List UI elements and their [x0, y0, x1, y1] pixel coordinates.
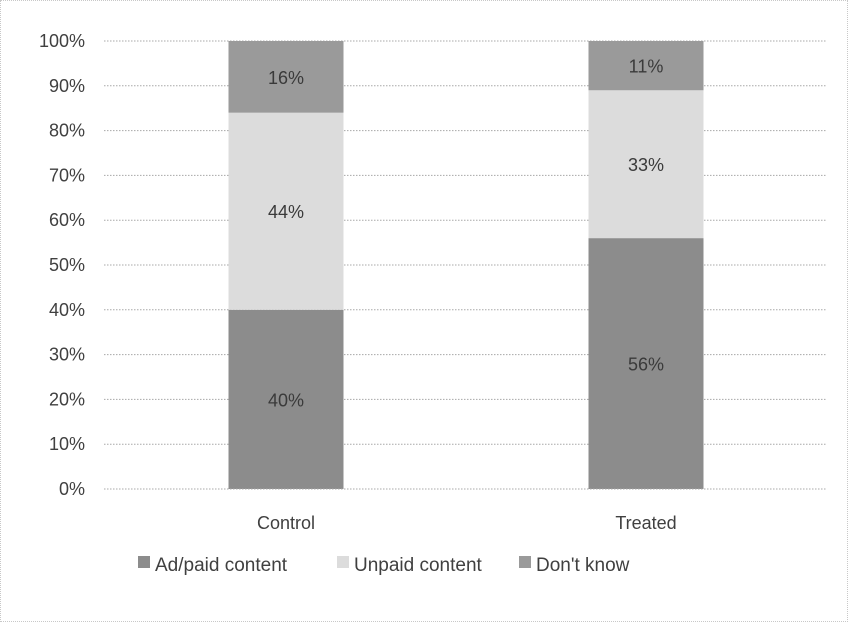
- bar-segment-0: [228, 309, 344, 489]
- y-tick-label: 30%: [49, 345, 85, 365]
- y-tick-label: 40%: [49, 300, 85, 320]
- data-label: 16%: [268, 68, 304, 88]
- y-tick-label: 20%: [49, 389, 85, 409]
- y-axis-ticks: 0% 10% 20% 30% 40% 50% 60% 70% 80% 90% 100%: [39, 31, 85, 499]
- bar-segment-0: [588, 238, 704, 489]
- x-tick-label: Treated: [615, 513, 676, 533]
- y-tick-label: 60%: [49, 210, 85, 230]
- x-tick-label: Control: [257, 513, 315, 533]
- legend-swatch: [138, 556, 150, 568]
- x-axis-ticks: Control Treated: [104, 488, 827, 533]
- legend: Ad/paid content Unpaid content Don't know: [138, 555, 630, 576]
- y-tick-label: 0%: [59, 479, 85, 499]
- data-label: 33%: [628, 155, 664, 175]
- bar-segment-1: [228, 112, 344, 310]
- bar-segment-2: [228, 41, 344, 113]
- legend-swatch: [519, 556, 531, 568]
- data-label: 40%: [268, 390, 304, 410]
- bar-segment-1: [588, 90, 704, 239]
- y-tick-label: 50%: [49, 255, 85, 275]
- y-tick-label: 70%: [49, 165, 85, 185]
- bars: 40% 44% 16% 56% 33% 11%: [228, 41, 704, 489]
- y-tick-label: 10%: [49, 434, 85, 454]
- y-tick-label: 100%: [39, 31, 85, 51]
- data-label: 56%: [628, 355, 664, 375]
- y-tick-label: 90%: [49, 76, 85, 96]
- legend-swatch: [337, 556, 349, 568]
- y-tick-label: 80%: [49, 121, 85, 141]
- legend-label: Don't know: [536, 555, 630, 576]
- bar-segment-2: [588, 41, 704, 91]
- data-label: 11%: [629, 57, 664, 77]
- data-label: 44%: [268, 202, 304, 222]
- legend-label: Ad/paid content: [155, 555, 288, 576]
- legend-label: Unpaid content: [354, 555, 483, 576]
- gridlines: [104, 40, 827, 490]
